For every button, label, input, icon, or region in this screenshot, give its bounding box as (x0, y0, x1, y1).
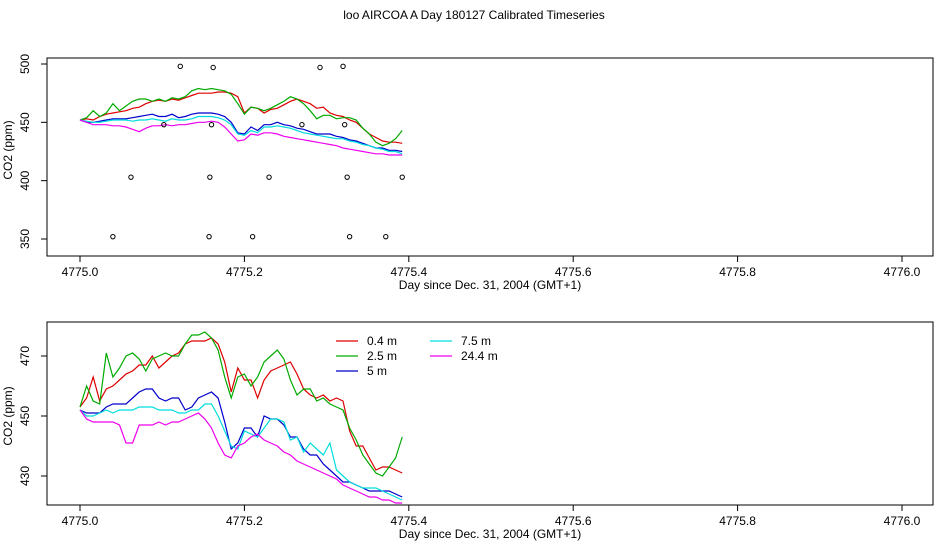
x-tick-label: 4775.0 (62, 514, 99, 528)
legend-label: 5 m (367, 364, 387, 378)
scatter-point (399, 174, 405, 180)
plot-frame (46, 57, 934, 257)
scatter-point (210, 64, 216, 71)
x-tick-label: 4775.2 (226, 514, 263, 528)
x-axis: 4775.0 4775.2 4775.4 4775.6 4775.8 4776.0 Day … (62, 505, 921, 541)
y-tick-label: 450 (18, 406, 32, 426)
scatter-point (341, 121, 348, 128)
x-tick-label: 4775.6 (555, 265, 592, 279)
scatter-points (110, 63, 405, 240)
scatter-point (266, 174, 272, 180)
y-tick-label: 500 (18, 54, 32, 74)
scatter-point (177, 63, 183, 70)
series-line-4 (79, 409, 403, 504)
scatter-point (206, 233, 212, 240)
chart-title: loo AIRCOA A Day 180127 Calibrated Times… (343, 8, 604, 22)
x-axis: 4775.0 4775.2 4775.4 4775.6 4775.8 4776.0 Day … (62, 256, 921, 292)
scatter-point (207, 174, 213, 180)
scatter-point (317, 64, 323, 71)
x-tick-label: 4775.8 (719, 265, 756, 279)
x-tick-label: 4775.6 (555, 514, 592, 528)
x-tick-label: 4775.4 (390, 514, 427, 528)
series-line-2 (79, 112, 403, 153)
series-line-2 (79, 388, 403, 498)
x-tick-label: 4775.8 (719, 514, 756, 528)
scatter-point (110, 233, 116, 240)
series-line-3 (79, 115, 403, 155)
scatter-point (208, 121, 215, 128)
legend: 0.4 m2.5 m5 m 7.5 m24.4 m (336, 334, 498, 378)
series-line-3 (79, 403, 403, 501)
scatter-point (383, 233, 389, 240)
top-panel: 4775.0 4775.2 4775.4 4775.6 4775.8 4776.0 Day … (1, 54, 934, 292)
series-line-1 (79, 87, 403, 147)
x-tick-label: 4776.0 (884, 265, 921, 279)
y-axis-label: CO2 (ppm) (1, 386, 15, 445)
bottom-panel: 4775.0 4775.2 4775.4 4775.6 4775.8 4776.0 Day … (1, 321, 934, 541)
x-axis-label: Day since Dec. 31, 2004 (GMT+1) (399, 278, 581, 292)
legend-label: 0.4 m (367, 334, 397, 348)
x-tick-label: 4776.0 (884, 514, 921, 528)
y-tick-label: 400 (18, 170, 32, 190)
x-tick-label: 4775.0 (62, 265, 99, 279)
series-line-0 (79, 337, 403, 474)
x-axis-label: Day since Dec. 31, 2004 (GMT+1) (399, 527, 581, 541)
scatter-point (299, 121, 305, 128)
scatter-point (161, 121, 167, 128)
y-axis-label: CO2 (ppm) (1, 120, 15, 179)
legend-label: 24.4 m (461, 349, 498, 363)
legend-label: 2.5 m (367, 349, 397, 363)
series-line-4 (79, 119, 403, 156)
y-axis: 430 450 470 CO2 (ppm) (1, 346, 47, 486)
scatter-point (340, 63, 346, 70)
y-tick-label: 470 (18, 346, 32, 366)
x-tick-label: 4775.2 (226, 265, 263, 279)
scatter-point (249, 233, 256, 240)
x-tick-label: 4775.4 (390, 265, 427, 279)
scatter-point (344, 174, 350, 180)
legend-label: 7.5 m (461, 334, 491, 348)
series-line-1 (79, 331, 403, 477)
y-tick-label: 450 (18, 112, 32, 132)
y-axis: 350 400 450 500 CO2 (ppm) (1, 54, 47, 249)
scatter-point (346, 233, 353, 240)
plot-frame (46, 321, 934, 506)
y-tick-label: 350 (18, 229, 32, 249)
series-line-0 (79, 91, 403, 144)
y-tick-label: 430 (18, 466, 32, 486)
scatter-point (128, 174, 134, 180)
